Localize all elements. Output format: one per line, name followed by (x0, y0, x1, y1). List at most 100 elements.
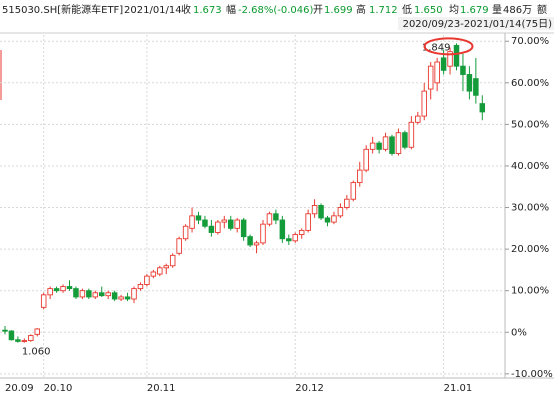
candle-body (350, 182, 357, 200)
candle-body (331, 215, 337, 223)
y-tick-label: 40.00% (511, 161, 549, 172)
candle-body (28, 335, 34, 342)
max-label: 1.849 (422, 42, 451, 53)
candle-body (131, 288, 137, 300)
candle-body (273, 213, 279, 221)
candle-body (427, 65, 434, 90)
y-tick-label: 70.00% (511, 36, 549, 47)
header-label: 高 (356, 3, 366, 16)
candle-body (286, 238, 292, 242)
candle-body (137, 284, 144, 290)
candle-body (105, 292, 111, 297)
candle-body (169, 254, 176, 267)
candle-body (34, 328, 41, 335)
range-bg (398, 17, 554, 30)
date: 2021/01/14 (124, 5, 182, 16)
candle-body (92, 292, 99, 298)
highlight-circle (423, 37, 474, 56)
y-tick-label: 20.00% (511, 244, 549, 255)
header-label: 量 (492, 4, 502, 16)
candle-body (195, 215, 202, 221)
candle-body (21, 340, 28, 343)
y-tick-label: 0% (511, 327, 527, 338)
candle-body (357, 169, 363, 184)
x-tick-label: 20.09 (5, 383, 34, 394)
candle-body (466, 74, 473, 92)
candle-body (408, 121, 415, 148)
candle-body (253, 242, 260, 246)
candle-body (298, 229, 305, 236)
candle-body (163, 265, 169, 269)
candle-body (86, 290, 92, 298)
candle-body (124, 296, 131, 300)
header-value: 1.673 (193, 5, 222, 16)
candle-body (479, 103, 486, 113)
y-tick-label: 30.00% (511, 203, 549, 214)
header-label: 收 (181, 3, 191, 16)
y-tick-label: 60.00% (511, 78, 549, 89)
candle-body (144, 275, 150, 285)
candle-body (150, 271, 157, 277)
candle-body (447, 51, 453, 67)
x-tick-label: 20.11 (147, 383, 176, 394)
candle-body (215, 221, 221, 233)
candle-body (344, 198, 350, 208)
header-value: 1.650 (414, 5, 443, 16)
candle-body (118, 296, 124, 300)
code: 515030.SH[新能源车ETF] (2, 3, 123, 16)
candle-body (234, 219, 240, 229)
candle-body (98, 292, 105, 297)
candle-body (473, 78, 479, 96)
candle-body (421, 90, 428, 117)
candle-body (395, 132, 402, 154)
candle-body (337, 207, 344, 217)
y-tick-label: 50.00% (511, 119, 549, 130)
header-label: 低 (402, 3, 412, 16)
candle-body (40, 294, 47, 308)
y-tick-label: 10.00% (511, 286, 549, 297)
candle-body (434, 61, 440, 84)
candle-body (221, 219, 228, 223)
candle-body (415, 115, 421, 123)
candle-body (279, 219, 286, 240)
candle-body (376, 142, 382, 150)
candle-body (47, 288, 53, 296)
x-tick-label: 21.01 (444, 383, 473, 394)
candle-body (453, 44, 460, 67)
candle-body (292, 234, 299, 242)
min-label: 1.060 (22, 347, 51, 358)
y-tick-label: -10.00% (511, 369, 553, 380)
candle-body (73, 288, 79, 298)
candle-body (176, 238, 182, 254)
candle-body (369, 142, 376, 150)
candle-body (382, 136, 389, 150)
candle-body (247, 236, 253, 246)
candle-body (311, 205, 318, 215)
header-label: 均 (449, 4, 459, 16)
candle-body (66, 286, 73, 290)
header-value: 1.712 (369, 5, 398, 16)
candle-body (2, 329, 8, 332)
candle-body (324, 217, 331, 223)
header-label: 额 (537, 3, 547, 16)
x-tick-label: 20.10 (44, 383, 73, 394)
candle-body (182, 225, 189, 240)
candle-body (305, 213, 311, 231)
candle-body (53, 288, 60, 292)
header-value: 486万 (503, 5, 532, 16)
candle-body (440, 57, 447, 71)
candle-body (266, 213, 273, 225)
candle-body (227, 219, 234, 229)
candle-body (79, 290, 86, 298)
candle-body (240, 219, 247, 238)
range: 2020/09/23-2021/01/14(75日) (403, 19, 553, 30)
candle-body (8, 330, 15, 341)
candle-body (15, 339, 21, 342)
header-value: -2.68%(-0.046) (238, 5, 314, 16)
x-tick-label: 20.12 (295, 383, 324, 394)
candle-body (202, 219, 208, 227)
candle-body (363, 148, 369, 171)
header-value: 1.699 (324, 5, 353, 16)
